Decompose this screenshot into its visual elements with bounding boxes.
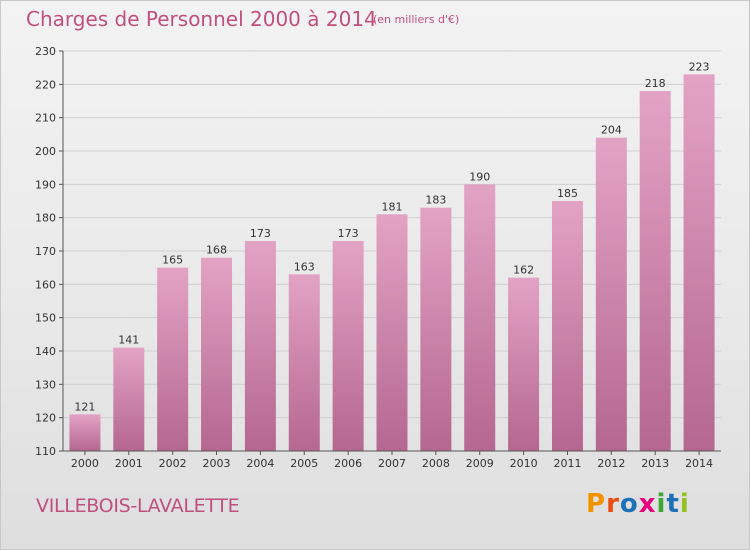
x-tick-label: 2010 bbox=[510, 457, 538, 470]
y-tick-label: 210 bbox=[35, 112, 56, 125]
y-tick-label: 190 bbox=[35, 178, 56, 191]
y-tick-label: 180 bbox=[35, 212, 56, 225]
data-label: 223 bbox=[689, 60, 710, 73]
chart-subtitle: (en milliers d'€) bbox=[373, 13, 460, 26]
data-label: 173 bbox=[250, 227, 271, 240]
x-tick-label: 2013 bbox=[641, 457, 669, 470]
data-label: 163 bbox=[294, 260, 315, 273]
bar bbox=[332, 241, 364, 451]
brand-letter: t bbox=[666, 489, 680, 519]
bar bbox=[201, 257, 233, 451]
brand-letter: o bbox=[619, 489, 639, 519]
data-label: 162 bbox=[513, 264, 534, 277]
x-tick-label: 2002 bbox=[159, 457, 187, 470]
bar bbox=[595, 137, 627, 451]
x-tick-label: 2009 bbox=[466, 457, 494, 470]
y-tick-label: 110 bbox=[35, 445, 56, 458]
y-tick-label: 200 bbox=[35, 145, 56, 158]
x-tick-label: 2012 bbox=[597, 457, 625, 470]
bar bbox=[113, 347, 145, 451]
y-tick-label: 170 bbox=[35, 245, 56, 258]
data-label: 168 bbox=[206, 244, 227, 257]
brand-letter: r bbox=[606, 489, 620, 519]
x-tick-label: 2014 bbox=[685, 457, 713, 470]
data-label: 204 bbox=[601, 124, 622, 137]
bar bbox=[288, 274, 320, 451]
bar bbox=[376, 214, 408, 451]
x-tick-label: 2008 bbox=[422, 457, 450, 470]
data-label: 190 bbox=[469, 170, 490, 183]
data-label: 181 bbox=[382, 200, 403, 213]
bar bbox=[420, 207, 452, 451]
data-label: 183 bbox=[425, 194, 446, 207]
x-tick-label: 2000 bbox=[71, 457, 99, 470]
brand-letter: x bbox=[638, 489, 657, 519]
x-tick-label: 2001 bbox=[115, 457, 143, 470]
data-label: 185 bbox=[557, 187, 578, 200]
x-tick-label: 2006 bbox=[334, 457, 362, 470]
brand-letter: i bbox=[656, 489, 667, 519]
x-tick-label: 2003 bbox=[203, 457, 231, 470]
data-label: 165 bbox=[162, 254, 183, 267]
y-tick-label: 150 bbox=[35, 312, 56, 325]
x-tick-label: 2005 bbox=[290, 457, 318, 470]
place-name: VILLEBOIS-LAVALETTE bbox=[36, 495, 240, 517]
brand-logo: Proxiti bbox=[586, 489, 690, 519]
bar bbox=[639, 91, 671, 451]
y-tick-label: 140 bbox=[35, 345, 56, 358]
data-label: 218 bbox=[645, 77, 666, 90]
y-tick-label: 160 bbox=[35, 278, 56, 291]
brand-letter: P bbox=[586, 489, 607, 519]
bar bbox=[157, 267, 189, 451]
brand-letter: i bbox=[679, 489, 690, 519]
y-tick-label: 230 bbox=[35, 45, 56, 58]
y-tick-label: 130 bbox=[35, 378, 56, 391]
data-label: 121 bbox=[74, 400, 95, 413]
bar bbox=[683, 74, 715, 451]
data-label: 141 bbox=[118, 334, 139, 347]
x-tick-label: 2004 bbox=[246, 457, 274, 470]
bar bbox=[551, 201, 583, 451]
bar bbox=[69, 414, 101, 451]
x-tick-label: 2011 bbox=[553, 457, 581, 470]
bar bbox=[508, 277, 540, 451]
x-tick-label: 2007 bbox=[378, 457, 406, 470]
data-label: 173 bbox=[338, 227, 359, 240]
bar bbox=[244, 241, 276, 451]
bar bbox=[464, 184, 496, 452]
y-tick-label: 120 bbox=[35, 412, 56, 425]
y-tick-label: 220 bbox=[35, 78, 56, 91]
chart-title: Charges de Personnel 2000 à 2014 bbox=[26, 7, 377, 31]
